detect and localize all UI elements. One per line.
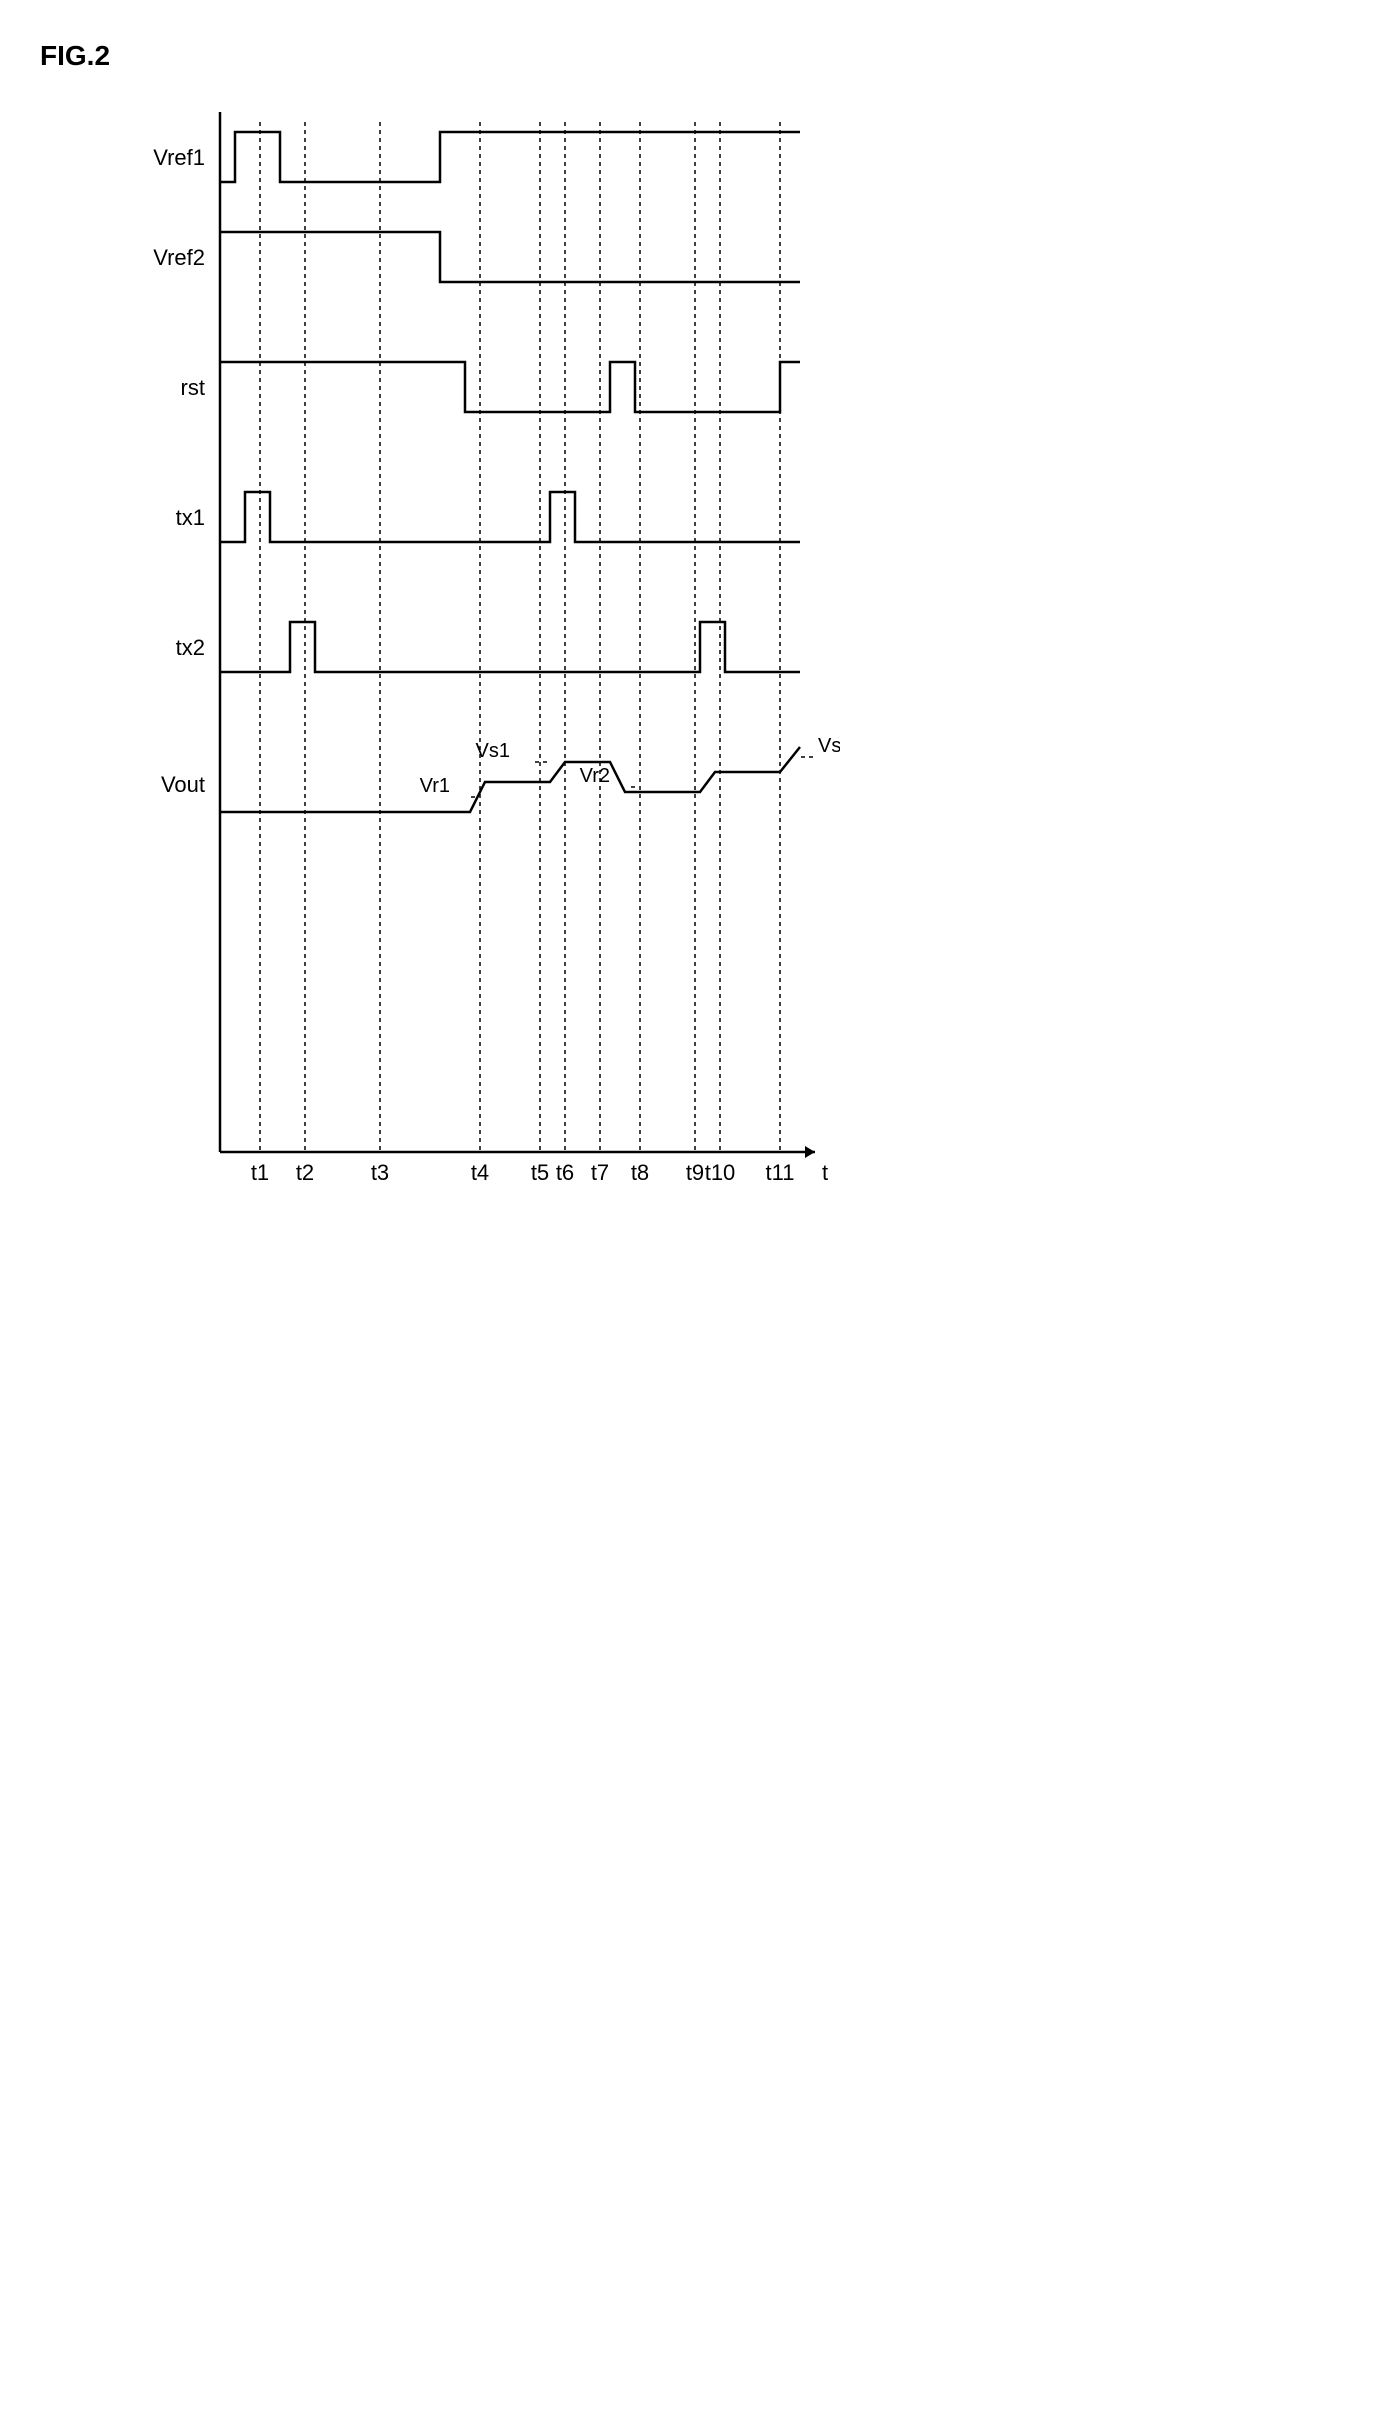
svg-text:Vref2: Vref2 bbox=[153, 245, 205, 270]
svg-text:Vref1: Vref1 bbox=[153, 145, 205, 170]
svg-text:t10: t10 bbox=[705, 1160, 736, 1185]
svg-text:t11: t11 bbox=[766, 1160, 795, 1185]
svg-text:t7: t7 bbox=[591, 1160, 609, 1185]
figure-label: FIG.2 bbox=[40, 40, 1357, 72]
svg-text:t6: t6 bbox=[556, 1160, 574, 1185]
svg-text:rst: rst bbox=[181, 375, 205, 400]
svg-text:t2: t2 bbox=[296, 1160, 314, 1185]
svg-text:Vout: Vout bbox=[161, 772, 205, 797]
svg-text:Vr2: Vr2 bbox=[580, 765, 610, 787]
svg-text:Vs1: Vs1 bbox=[476, 740, 510, 762]
svg-text:t1: t1 bbox=[251, 1160, 269, 1185]
svg-text:t4: t4 bbox=[471, 1160, 489, 1185]
timing-svg: t1 t2 t3 t4 t5 t6 t7 t8 t9t10 t11 Vref1 Vref2 rst tx1… bbox=[140, 92, 840, 1192]
svg-text:tx1: tx1 bbox=[176, 505, 205, 530]
svg-text:t9: t9 bbox=[686, 1160, 704, 1185]
timing-diagram: t1 t2 t3 t4 t5 t6 t7 t8 t9t10 t11 Vref1 Vref2 rst tx1… bbox=[140, 92, 840, 1192]
svg-text:t: t bbox=[822, 1160, 828, 1185]
svg-text:Vr1: Vr1 bbox=[420, 775, 450, 797]
svg-text:tx2: tx2 bbox=[176, 635, 205, 660]
svg-text:t3: t3 bbox=[371, 1160, 389, 1185]
svg-text:t5: t5 bbox=[531, 1160, 549, 1185]
svg-text:Vs2: Vs2 bbox=[818, 735, 840, 757]
svg-text:t8: t8 bbox=[631, 1160, 649, 1185]
